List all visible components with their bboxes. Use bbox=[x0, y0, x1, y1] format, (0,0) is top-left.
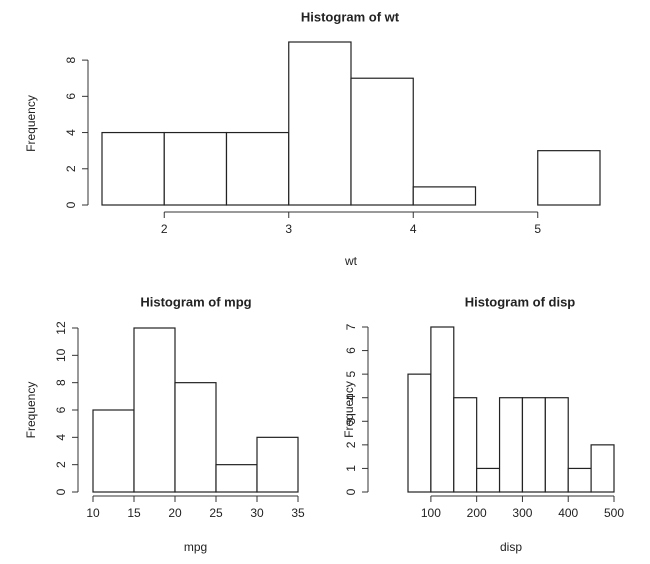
x-axis-label: mpg bbox=[184, 540, 207, 554]
bar bbox=[256, 436, 299, 493]
x-tick-label: 20 bbox=[168, 506, 182, 520]
y-tick-label: 4 bbox=[64, 129, 78, 136]
x-tick-label: 2 bbox=[161, 222, 168, 236]
bar bbox=[288, 41, 352, 206]
bar bbox=[163, 131, 228, 206]
bar bbox=[521, 397, 546, 493]
bar bbox=[544, 397, 569, 493]
y-tick-label: 1 bbox=[344, 465, 358, 472]
bar bbox=[101, 131, 165, 206]
x-tick-label: 400 bbox=[558, 506, 578, 520]
x-tick-label: 300 bbox=[512, 506, 532, 520]
y-tick-label: 0 bbox=[64, 201, 78, 208]
x-tick-label: 15 bbox=[127, 506, 141, 520]
bar bbox=[225, 131, 290, 206]
y-tick-label: 6 bbox=[54, 406, 68, 413]
y-axis-label: Frequency bbox=[24, 95, 38, 152]
bar bbox=[590, 444, 615, 493]
x-tick-label: 30 bbox=[250, 506, 264, 520]
bar bbox=[133, 327, 176, 493]
x-tick-label: 25 bbox=[209, 506, 223, 520]
bar bbox=[453, 397, 478, 493]
x-tick-label: 500 bbox=[604, 506, 624, 520]
y-tick-label: 4 bbox=[54, 434, 68, 441]
x-tick-label: 3 bbox=[285, 222, 292, 236]
y-tick-label: 8 bbox=[64, 56, 78, 63]
bar bbox=[174, 382, 217, 493]
x-tick-label: 200 bbox=[467, 506, 487, 520]
bar bbox=[407, 373, 432, 493]
y-axis-label: Frequency bbox=[342, 381, 356, 438]
x-axis-label: wt bbox=[344, 254, 358, 268]
bar bbox=[215, 464, 258, 493]
y-tick-label: 4 bbox=[344, 394, 358, 401]
x-tick-label: 4 bbox=[410, 222, 417, 236]
x-tick-label: 35 bbox=[291, 506, 305, 520]
bar bbox=[430, 326, 455, 493]
y-tick-label: 6 bbox=[344, 347, 358, 354]
bar bbox=[498, 397, 524, 493]
y-tick-label: 2 bbox=[54, 461, 68, 468]
bar bbox=[567, 467, 592, 493]
y-tick-label: 2 bbox=[344, 441, 358, 448]
y-tick-label: 6 bbox=[64, 93, 78, 100]
bar bbox=[92, 409, 135, 493]
y-tick-label: 5 bbox=[344, 370, 358, 377]
y-axis-label: Frequency bbox=[24, 382, 38, 439]
y-tick-label: 8 bbox=[54, 379, 68, 386]
bar bbox=[476, 467, 501, 493]
chart-title: Histogram of disp bbox=[465, 294, 576, 309]
y-tick-label: 3 bbox=[344, 418, 358, 425]
chart-title: Histogram of wt bbox=[301, 9, 400, 24]
x-tick-label: 100 bbox=[421, 506, 441, 520]
x-axis-label: disp bbox=[500, 540, 522, 554]
y-tick-label: 0 bbox=[54, 488, 68, 495]
bar bbox=[537, 150, 601, 206]
x-tick-label: 5 bbox=[534, 222, 541, 236]
y-tick-label: 0 bbox=[344, 488, 358, 495]
chart-title: Histogram of mpg bbox=[140, 294, 251, 309]
x-tick-label: 10 bbox=[86, 506, 100, 520]
y-tick-label: 2 bbox=[64, 165, 78, 172]
y-tick-label: 12 bbox=[54, 321, 68, 335]
y-tick-label: 10 bbox=[54, 348, 68, 362]
bar bbox=[350, 77, 414, 206]
y-tick-label: 7 bbox=[344, 323, 358, 330]
bar bbox=[412, 186, 477, 206]
